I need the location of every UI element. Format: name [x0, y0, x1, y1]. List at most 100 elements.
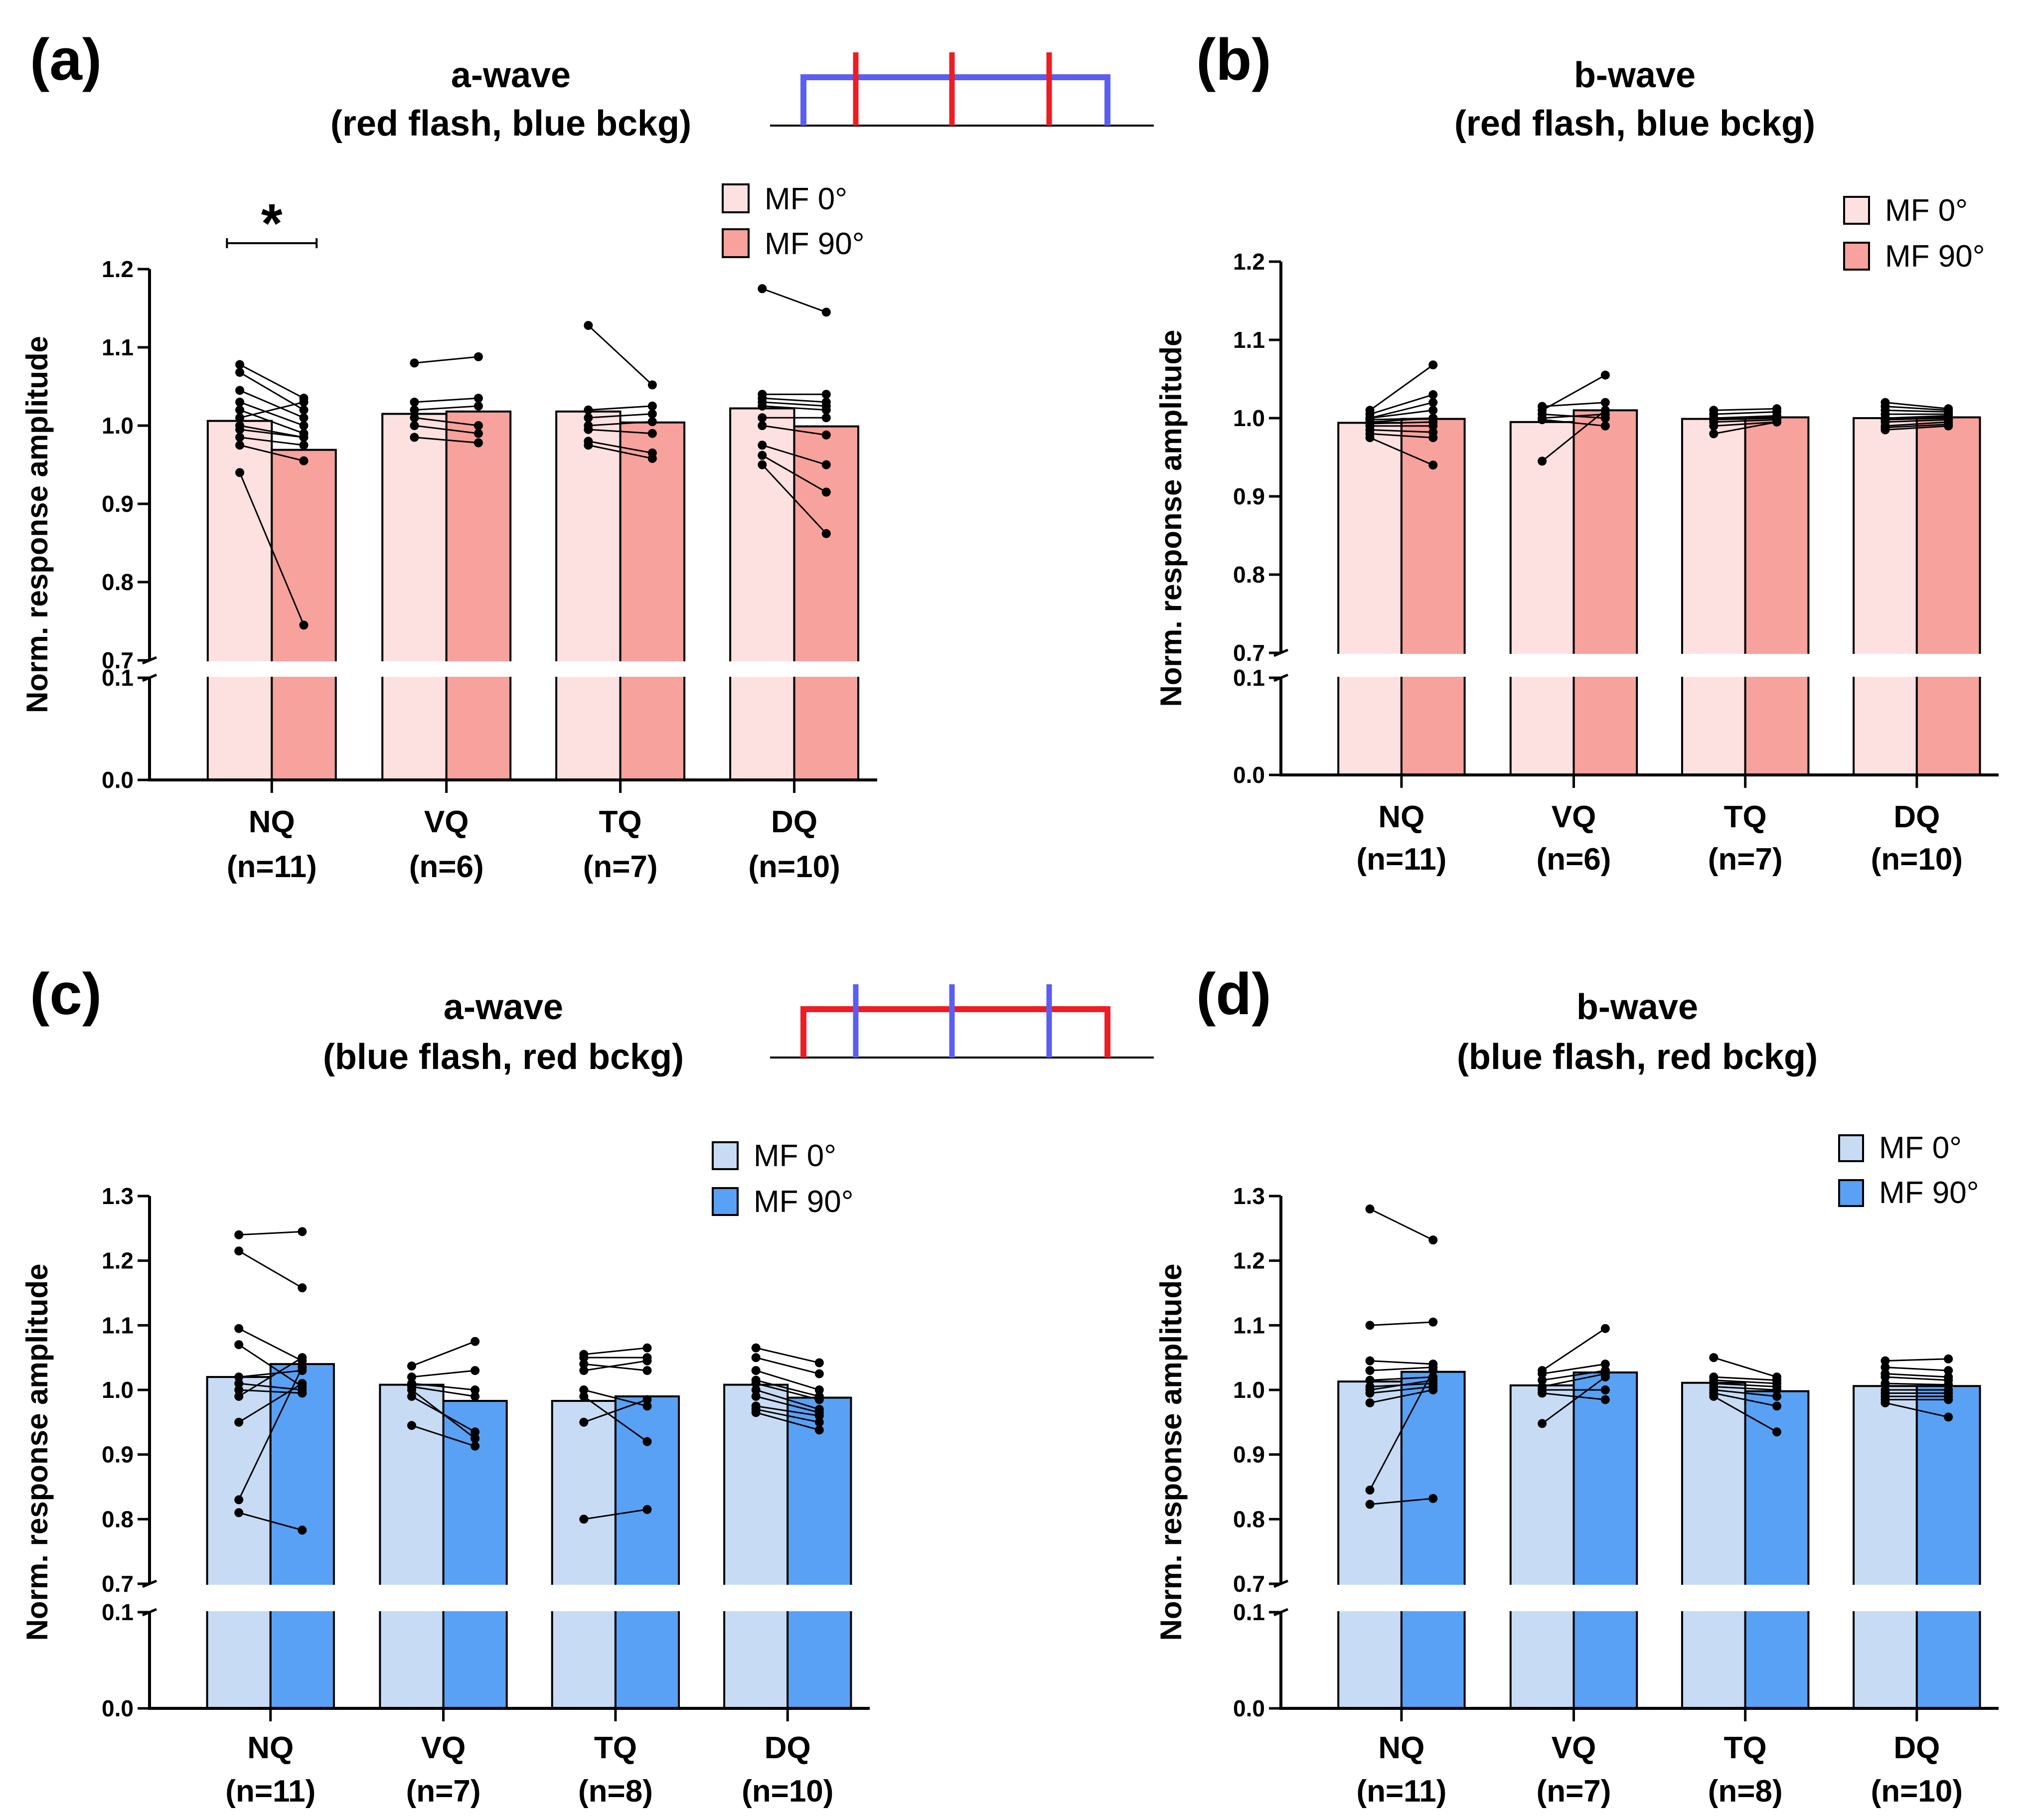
data-point-mf90	[1600, 398, 1610, 407]
y-tick-label: 0.1	[1233, 1599, 1265, 1625]
data-point-mf90	[1428, 1366, 1438, 1375]
legend-label-mf0: MF 0°	[1879, 1131, 1962, 1165]
data-point-mf90	[299, 421, 309, 430]
data-point-mf0	[1538, 1419, 1547, 1428]
data-point-mf90	[1600, 1360, 1610, 1369]
data-point-mf0	[584, 321, 593, 330]
paired-line	[238, 1250, 303, 1289]
data-point-mf0	[1365, 433, 1375, 443]
data-point-mf90	[814, 1395, 824, 1404]
data-point-mf0	[235, 425, 245, 434]
data-point-mf90	[1428, 460, 1438, 470]
data-point-mf90	[1600, 370, 1610, 380]
data-point-mf90	[1428, 1235, 1438, 1245]
x-tick-label: DQ	[765, 1731, 811, 1765]
x-n-label: (n=6)	[1537, 842, 1611, 877]
x-n-label: (n=7)	[406, 1774, 481, 1809]
legend-swatch-mf0	[1843, 196, 1870, 225]
data-point-mf0	[234, 1508, 244, 1517]
data-point-mf90	[647, 401, 657, 411]
paired-line	[756, 1357, 820, 1375]
y-axis-label: Norm. response amplitude	[1154, 330, 1188, 707]
panel-b: (b) b-wave (red flash, blue bckg) Norm. res…	[1154, 27, 1999, 877]
data-point-mf90	[473, 394, 483, 403]
data-point-mf0	[579, 1515, 589, 1524]
data-point-mf0	[1709, 421, 1719, 431]
chart-title-line2: (blue flash, red bckg)	[323, 1037, 684, 1077]
data-point-mf0	[751, 1379, 761, 1388]
x-n-label: (n=6)	[409, 850, 484, 884]
data-point-mf90	[299, 433, 309, 442]
bar-nq-mf0	[1337, 1380, 1403, 1709]
paired-line	[1370, 417, 1433, 423]
paired-line	[1885, 424, 1949, 429]
data-point-mf0	[1365, 1375, 1375, 1385]
data-point-mf0	[1365, 1366, 1375, 1375]
data-point-mf0	[1880, 1363, 1890, 1372]
data-point-mf90	[647, 417, 657, 427]
data-point-mf90	[470, 1337, 480, 1346]
paired-line	[238, 1328, 303, 1362]
paired-line	[1370, 1379, 1433, 1391]
paired-line	[1885, 405, 1949, 411]
data-point-mf90	[473, 401, 483, 411]
data-point-mf0	[234, 1385, 244, 1394]
x-tick-label: VQ	[424, 805, 469, 839]
data-point-mf90	[1944, 1412, 1953, 1422]
y-tick-label: 1.0	[102, 1377, 134, 1403]
data-point-mf0	[234, 1372, 244, 1382]
data-point-mf0	[235, 368, 245, 377]
chart-title-line2: (blue flash, red bckg)	[1457, 1037, 1818, 1077]
paired-line	[756, 1389, 820, 1410]
bar-vq-mf90	[1572, 409, 1638, 776]
bar-dq-mf0	[729, 407, 795, 781]
data-point-mf90	[647, 409, 657, 419]
bar-vq-mf90	[445, 410, 512, 781]
paired-line	[1370, 402, 1433, 419]
paired-line	[238, 1366, 303, 1501]
x-tick-label: DQ	[771, 805, 817, 839]
data-point-mf90	[1944, 421, 1953, 431]
x-tick-label: TQ	[599, 805, 642, 839]
data-point-mf0	[234, 1495, 244, 1505]
legend-label-mf90: MF 90°	[754, 1185, 854, 1219]
paired-line	[239, 371, 305, 411]
data-point-mf90	[1428, 433, 1438, 443]
paired-line	[1714, 419, 1777, 423]
x-n-label: (n=10)	[1871, 842, 1963, 877]
bar-tq-mf0	[1681, 1381, 1746, 1709]
data-point-mf90	[1600, 421, 1610, 431]
paired-line	[1713, 1357, 1777, 1378]
data-point-mf0	[234, 1324, 244, 1333]
stimulus-background-step	[800, 1006, 1110, 1058]
paired-line	[1542, 410, 1606, 462]
paired-line	[414, 437, 479, 444]
data-point-mf90	[299, 405, 309, 415]
data-point-mf0	[235, 433, 245, 442]
paired-line	[414, 417, 479, 427]
bar-tq-mf0	[555, 410, 622, 781]
legend-swatch-mf90	[722, 228, 750, 258]
x-n-label: (n=8)	[1708, 1774, 1783, 1809]
paired-line	[756, 1411, 820, 1431]
y-tick-label: 1.1	[102, 1312, 134, 1338]
paired-line	[756, 1405, 820, 1417]
paired-line	[1885, 409, 1949, 413]
bar-dq-mf90	[1915, 1385, 1981, 1709]
paired-line	[1885, 1402, 1949, 1418]
data-point-mf90	[821, 390, 831, 399]
paired-line	[1885, 419, 1949, 423]
data-point-mf0	[579, 1366, 589, 1375]
data-point-mf0	[1538, 1369, 1547, 1378]
data-point-mf0	[234, 1246, 244, 1256]
paired-line	[1714, 1376, 1777, 1381]
data-point-mf0	[1365, 1356, 1375, 1365]
data-point-mf0	[584, 425, 593, 434]
x-n-label: (n=11)	[1356, 1774, 1446, 1809]
paired-line	[239, 1230, 303, 1236]
data-point-mf0	[235, 386, 245, 395]
x-n-label: (n=11)	[225, 1774, 315, 1809]
paired-line	[1714, 1386, 1777, 1391]
paired-line	[756, 1369, 820, 1391]
data-point-mf90	[298, 1353, 307, 1363]
